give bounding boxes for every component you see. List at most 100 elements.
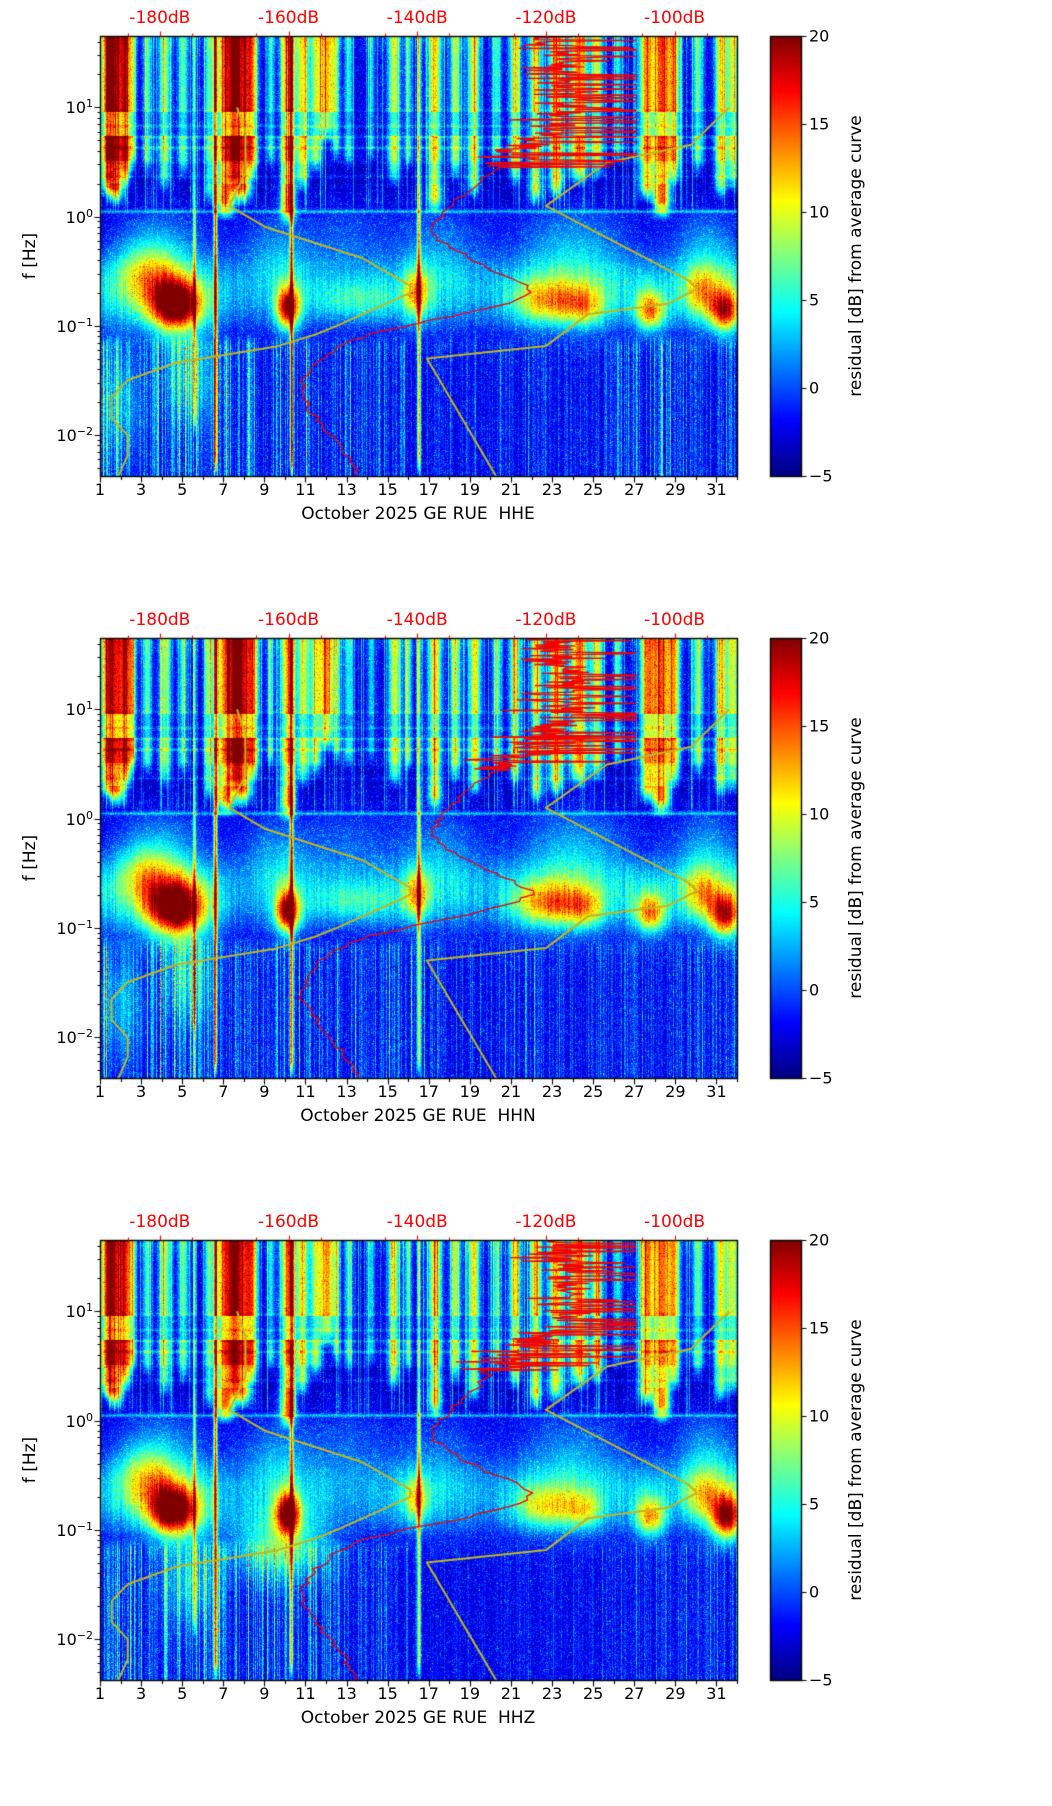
y-tick-mantissa: 10 (56, 918, 77, 938)
x-tick-label: 31 (706, 1082, 727, 1101)
colorbar-tick-label: 10 (809, 202, 830, 222)
x-tick-label: 25 (582, 480, 604, 499)
y-tick-exponent: −2 (76, 1628, 93, 1642)
x-tick-label: 5 (177, 480, 188, 499)
x-tick-label: 11 (295, 1684, 316, 1703)
x-tick-label: 9 (259, 1684, 270, 1703)
y-tick-exponent: −1 (76, 917, 93, 931)
colorbar-tick-label: 15 (809, 114, 830, 134)
top-db-tick-label: -100dB (644, 1212, 706, 1232)
x-tick-label: 13 (336, 1684, 357, 1703)
x-tick-label: 3 (136, 1082, 147, 1101)
x-tick-label: 9 (259, 1082, 270, 1101)
colorbar-tick-label: 20 (809, 628, 830, 648)
y-tick-exponent: 0 (86, 1410, 93, 1424)
colorbar-tick-label: 20 (809, 1230, 830, 1250)
x-tick-label: 15 (377, 1684, 398, 1703)
y-tick-exponent: 1 (86, 1301, 93, 1315)
colorbar-tick-label: 10 (809, 804, 830, 824)
colorbar-tick-label: −5 (809, 1670, 833, 1690)
x-tick-label: 27 (624, 480, 645, 499)
colorbar-tick-label: 0 (809, 980, 820, 1000)
y-tick-exponent: 0 (86, 808, 93, 822)
x-tick-label: 5 (177, 1684, 188, 1703)
top-db-tick-label: -180dB (129, 610, 191, 630)
colorbar-title: residual [dB] from average curve (846, 717, 866, 999)
y-tick-label: 100 (66, 206, 93, 226)
x-tick-label: 3 (136, 1684, 147, 1703)
colorbar-tick-label: 15 (809, 716, 830, 736)
x-tick-label: 25 (582, 1684, 604, 1703)
top-db-tick-label: -160dB (257, 1212, 320, 1232)
top-db-tick-label: -100dB (644, 610, 706, 630)
colorbar-title: residual [dB] from average curve (846, 115, 866, 397)
top-db-tick-label: -160dB (257, 610, 320, 630)
top-db-tick-label: -180dB (129, 8, 191, 28)
y-tick-label: 10−1 (56, 316, 93, 336)
x-tick-label: 21 (500, 1684, 522, 1703)
y-tick-label: 10−1 (56, 1520, 93, 1540)
x-tick-label: 9 (259, 480, 270, 499)
x-tick-label: 17 (418, 480, 439, 499)
x-tick-label: 29 (665, 480, 686, 499)
y-tick-label: 101 (66, 699, 93, 719)
y-tick-label: 100 (66, 1410, 93, 1430)
x-tick-label: 13 (336, 1082, 357, 1101)
x-tick-label: 27 (624, 1684, 645, 1703)
x-tick-label: 27 (624, 1082, 645, 1101)
y-tick-label: 10−1 (56, 918, 93, 938)
y-tick-label: 10−2 (56, 1027, 93, 1047)
x-axis-title: October 2025 GE RUE HHE (301, 504, 535, 524)
x-tick-label: 23 (541, 1684, 563, 1703)
y-axis-title: f [Hz] (20, 834, 40, 882)
y-tick-mantissa: 10 (56, 316, 77, 336)
spectrogram-canvas-hhz (0, 1204, 1052, 1806)
colorbar-tick-label: 0 (809, 378, 820, 398)
colorbar-tick-label: 10 (809, 1406, 830, 1426)
colorbar-tick-label: 0 (809, 1582, 820, 1602)
x-tick-label: 19 (459, 1684, 481, 1703)
y-axis-title: f [Hz] (20, 1436, 40, 1484)
x-tick-label: 31 (706, 480, 727, 499)
top-db-tick-label: -120dB (515, 8, 577, 28)
x-tick-label: 29 (665, 1684, 686, 1703)
y-tick-exponent: 0 (86, 206, 93, 220)
y-tick-exponent: −1 (76, 1519, 93, 1533)
x-tick-label: 21 (500, 1082, 522, 1101)
x-tick-label: 13 (336, 480, 357, 499)
top-db-tick-label: -120dB (515, 610, 577, 630)
x-tick-label: 1 (94, 1082, 106, 1101)
x-axis-title: October 2025 GE RUE HHN (300, 1106, 536, 1126)
y-tick-mantissa: 10 (56, 1630, 77, 1650)
colorbar-tick-label: 5 (809, 290, 820, 310)
x-tick-label: 5 (177, 1082, 188, 1101)
y-axis-title: f [Hz] (20, 232, 40, 280)
spectrogram-panel-hhe: -180dB -160dB -140dB -120dB -100dB 1 3 5 7 9 11 13 1… (0, 0, 1052, 602)
x-tick-label: 19 (459, 480, 481, 499)
y-tick-exponent: 1 (86, 97, 93, 111)
x-tick-label: 7 (218, 1082, 229, 1101)
spectrogram-canvas-hhn (0, 602, 1052, 1204)
top-db-tick-label: -100dB (644, 8, 706, 28)
x-tick-label: 29 (665, 1082, 686, 1101)
y-tick-mantissa: 10 (56, 1028, 77, 1048)
x-axis-title: October 2025 GE RUE HHZ (300, 1708, 536, 1728)
x-tick-label: 17 (418, 1082, 439, 1101)
colorbar-tick-label: 15 (809, 1318, 830, 1338)
x-tick-label: 7 (218, 1684, 229, 1703)
y-tick-exponent: −2 (76, 1026, 93, 1040)
colorbar-tick-label: 5 (809, 1494, 820, 1514)
y-tick-label: 100 (66, 808, 93, 828)
y-tick-mantissa: 10 (65, 700, 86, 720)
y-tick-mantissa: 10 (65, 207, 86, 227)
y-tick-exponent: 1 (86, 699, 93, 713)
top-db-tick-label: -120dB (515, 1212, 577, 1232)
x-tick-label: 1 (94, 480, 106, 499)
y-tick-mantissa: 10 (65, 98, 86, 118)
top-db-tick-label: -180dB (129, 1212, 191, 1232)
y-tick-mantissa: 10 (65, 1302, 86, 1322)
y-tick-mantissa: 10 (56, 426, 77, 446)
spectrogram-canvas-hhe (0, 0, 1052, 602)
y-tick-label: 101 (66, 97, 93, 117)
